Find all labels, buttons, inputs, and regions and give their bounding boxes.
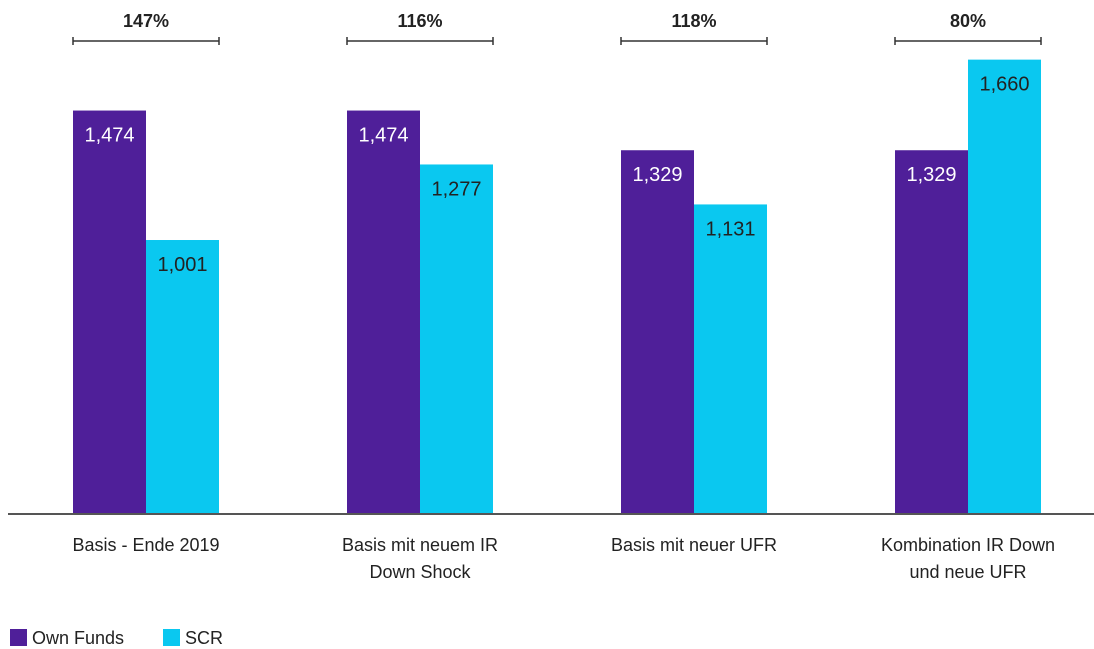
bar-value-label: 1,001 — [157, 254, 207, 276]
category-label: Down Shock — [369, 562, 471, 582]
bar-scr — [420, 164, 493, 514]
legend-swatch-own-funds — [10, 629, 27, 646]
category-label: Basis - Ende 2019 — [72, 535, 219, 555]
category-label: Basis mit neuer UFR — [611, 535, 777, 555]
bar-value-label: 1,474 — [84, 125, 134, 147]
ratio-label: 147% — [123, 11, 169, 31]
ratio-label: 118% — [671, 11, 716, 31]
legend-swatch-scr — [163, 629, 180, 646]
category-label: und neue UFR — [909, 562, 1026, 582]
bar-value-label: 1,329 — [632, 164, 682, 186]
bar-own-funds — [347, 110, 420, 515]
ratio-label: 116% — [397, 11, 442, 31]
bar-scr — [694, 204, 767, 514]
legend-label: Own Funds — [32, 628, 124, 648]
legend-label: SCR — [185, 628, 223, 648]
bar-own-funds — [621, 150, 694, 515]
bar-value-label: 1,277 — [431, 178, 481, 200]
bar-scr — [146, 240, 219, 514]
category-label: Kombination IR Down — [881, 535, 1055, 555]
bar-own-funds — [895, 150, 968, 515]
bar-value-label: 1,329 — [906, 164, 956, 186]
bar-value-label: 1,660 — [979, 74, 1029, 96]
ratio-label: 80% — [950, 11, 986, 31]
bar-own-funds — [73, 110, 146, 515]
bar-scr — [968, 59, 1041, 515]
bar-value-label: 1,131 — [705, 218, 755, 240]
category-label: Basis mit neuem IR — [342, 535, 498, 555]
bar-value-label: 1,474 — [358, 125, 408, 147]
